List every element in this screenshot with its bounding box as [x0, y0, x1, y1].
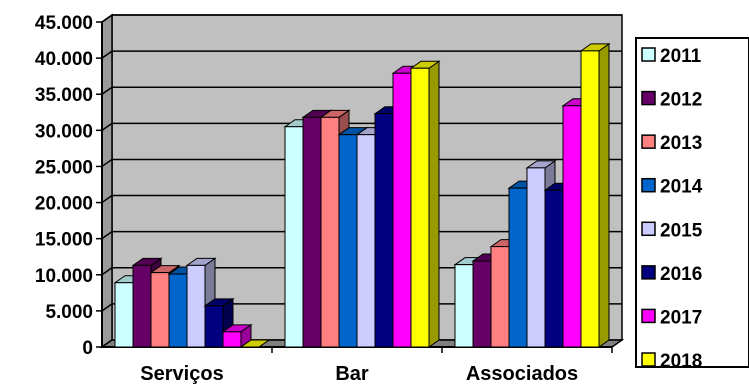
- bar-front: [526, 167, 546, 348]
- bar-2017-0: [221, 323, 253, 348]
- bar-front: [544, 189, 564, 348]
- legend-item-2016: 2016: [641, 264, 702, 285]
- gridline: [101, 230, 622, 240]
- legend-label: 2018: [660, 351, 702, 372]
- bar-front: [204, 305, 224, 348]
- gridlines: [101, 14, 622, 312]
- legend-item-2012: 2012: [641, 90, 702, 111]
- legend-item-2015: 2015: [641, 220, 703, 241]
- legend-swatch: [641, 177, 656, 193]
- bar-front: [374, 113, 394, 348]
- y-tick-label: 30.000: [35, 121, 93, 142]
- bar-side: [428, 60, 440, 348]
- bar-2018-2: [579, 42, 611, 348]
- y-tick-label: 5.000: [45, 302, 93, 323]
- legend-label: 2011: [660, 46, 702, 67]
- legend-swatch: [641, 134, 656, 149]
- bar-2018-0: [239, 339, 271, 348]
- x-category-label: Serviços: [140, 363, 223, 385]
- legend-label: 2016: [660, 264, 702, 285]
- bar-front: [562, 105, 582, 348]
- legend-item-2013: 2013: [641, 133, 702, 154]
- legend: 2011 2012 2013 2014 2015 2016 2017 2018: [635, 37, 749, 372]
- bar-front: [168, 273, 188, 348]
- legend-swatch: [641, 265, 656, 280]
- bar-front: [186, 264, 206, 348]
- bar-front: [302, 116, 322, 348]
- gridline: [101, 86, 622, 95]
- bar-front: [392, 72, 412, 348]
- bar-front: [284, 126, 304, 348]
- legend-label: 2014: [660, 177, 703, 198]
- side-wall: [101, 13, 113, 349]
- bar-front: [472, 260, 492, 348]
- legend-item-2018: 2018: [641, 351, 702, 372]
- gridline: [101, 14, 622, 23]
- x-category-label: Bar: [335, 363, 369, 385]
- y-tick-label: 35.000: [35, 85, 93, 106]
- y-tick-label: 20.000: [35, 194, 93, 215]
- legend-item-2011: 2011: [641, 46, 702, 67]
- legend-swatch: [641, 308, 656, 324]
- legend-label: 2012: [660, 90, 702, 111]
- bar-front: [490, 246, 510, 348]
- y-tick-label: 45.000: [35, 13, 93, 34]
- legend-label: 2013: [660, 133, 702, 154]
- legend-label: 2017: [660, 307, 702, 328]
- bar-front: [508, 187, 528, 348]
- y-tick-label: 40.000: [35, 49, 93, 70]
- legend-label: 2015: [660, 220, 703, 241]
- legend-item-2014: 2014: [641, 177, 703, 198]
- bar-front: [454, 264, 474, 348]
- gridline: [101, 267, 622, 276]
- bar-2018-1: [409, 60, 441, 348]
- y-axis-ticks: 0 5.000 10.000 15.000 20.000 25.000 30.000 35.0…: [35, 13, 102, 359]
- bar-front: [114, 282, 134, 348]
- bar-front: [410, 67, 430, 348]
- gridline: [101, 158, 622, 168]
- gridline: [101, 50, 622, 59]
- legend-swatch: [641, 352, 656, 367]
- bar-top: [239, 339, 271, 348]
- gridline: [101, 303, 622, 312]
- legend-swatch: [641, 47, 656, 62]
- bar-front: [580, 50, 600, 348]
- bar-front: [150, 272, 170, 348]
- gridline: [101, 194, 622, 204]
- bar-side: [598, 42, 610, 348]
- bar-front: [356, 134, 376, 348]
- y-tick-label: 15.000: [35, 230, 93, 251]
- bar-front: [320, 116, 340, 348]
- y-tick-label: 0: [82, 338, 93, 359]
- gridline: [101, 122, 622, 131]
- legend-swatch: [641, 90, 656, 106]
- y-tick-label: 25.000: [35, 157, 93, 178]
- bar-front: [222, 331, 242, 348]
- x-axis-categories: Serviços Bar Associados: [140, 347, 613, 385]
- x-category-label: Associados: [466, 363, 578, 385]
- y-tick-label: 10.000: [35, 266, 93, 287]
- bar-front: [338, 134, 358, 348]
- bars: [113, 42, 611, 348]
- bar-front: [132, 264, 152, 348]
- legend-swatch: [641, 221, 656, 237]
- legend-item-2017: 2017: [641, 307, 702, 328]
